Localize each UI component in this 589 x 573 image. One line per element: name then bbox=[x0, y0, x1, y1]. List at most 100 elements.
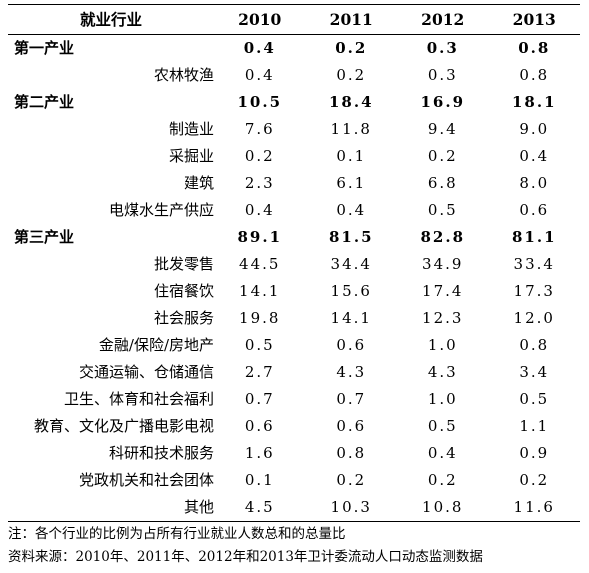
value-cell-2012: 0.5 bbox=[427, 417, 458, 435]
value-cell-2013: 18.1 bbox=[511, 93, 557, 111]
value-cell-2013: 12.0 bbox=[513, 309, 555, 327]
value-cell-2013: 33.4 bbox=[513, 255, 555, 273]
value-cell-2013: 8.0 bbox=[519, 174, 550, 192]
header-industry: 就业行业 bbox=[8, 4, 214, 35]
header-year-2011: 2011 bbox=[305, 4, 397, 35]
value-cell-2010: 14.1 bbox=[239, 282, 281, 300]
industry-name: 其他 bbox=[8, 494, 214, 522]
value-cell-2012: 34.9 bbox=[422, 255, 464, 273]
value-cell-2011: 81.5 bbox=[328, 228, 374, 246]
value-cell-2010: 0.6 bbox=[244, 417, 275, 435]
table-row: 交通运输、仓储通信 2.7 4.3 4.3 3.4 bbox=[8, 359, 580, 386]
sector-row: 第三产业 89.1 81.5 82.8 81.1 bbox=[8, 224, 580, 251]
value-cell-2011: 0.2 bbox=[336, 471, 367, 489]
value-cell-2012: 12.3 bbox=[422, 309, 464, 327]
value-cell-2011: 0.6 bbox=[336, 417, 367, 435]
table-row: 其他 4.5 10.3 10.8 11.6 bbox=[8, 494, 580, 522]
value-cell-2013: 0.8 bbox=[518, 39, 551, 57]
value-cell-2013: 3.4 bbox=[519, 363, 550, 381]
value-cell-2013: 81.1 bbox=[511, 228, 557, 246]
industry-name: 制造业 bbox=[168, 120, 214, 138]
value-cell-2012: 4.3 bbox=[427, 363, 458, 381]
header-year-2012: 2012 bbox=[397, 4, 489, 35]
value-cell-2013: 17.3 bbox=[513, 282, 555, 300]
value-cell-2012: 0.3 bbox=[427, 66, 458, 84]
value-cell-2010: 1.6 bbox=[244, 444, 275, 462]
sector-name: 第三产业 bbox=[14, 228, 75, 246]
value-cell-2011: 0.2 bbox=[336, 66, 367, 84]
table-body: 第一产业 0.4 0.2 0.3 0.8 农林牧渔 0.4 0.2 0.3 0.8 第二产业 10.5… bbox=[8, 35, 580, 522]
value-cell-2011: 4.3 bbox=[336, 363, 367, 381]
employment-industry-table: 就业行业 2010 2011 2012 2013 第一产业 0.4 0.2 0.3 0.… bbox=[8, 4, 580, 522]
industry-name: 批发零售 bbox=[153, 255, 214, 273]
value-cell-2012: 1.0 bbox=[427, 390, 458, 408]
value-cell-2011: 0.8 bbox=[336, 444, 367, 462]
industry-name: 教育、文化及广播电影电视 bbox=[33, 417, 214, 435]
value-cell-2012: 9.4 bbox=[427, 120, 458, 138]
industry-name: 科研和技术服务 bbox=[108, 444, 214, 462]
table-row: 采掘业 0.2 0.1 0.2 0.4 bbox=[8, 143, 580, 170]
value-cell-2011: 18.4 bbox=[328, 93, 374, 111]
table-row: 电煤水生产供应 0.4 0.4 0.5 0.6 bbox=[8, 197, 580, 224]
industry-name: 住宿餐饮 bbox=[153, 282, 214, 300]
table-row: 制造业 7.6 11.8 9.4 9.0 bbox=[8, 116, 580, 143]
value-cell-2012: 10.8 bbox=[397, 494, 489, 522]
value-cell-2012: 6.8 bbox=[427, 174, 458, 192]
industry-name: 建筑 bbox=[183, 174, 214, 192]
table-header: 就业行业 2010 2011 2012 2013 bbox=[8, 4, 580, 35]
industry-name: 卫生、体育和社会福利 bbox=[63, 390, 214, 408]
value-cell-2011: 0.2 bbox=[335, 39, 368, 57]
value-cell-2013: 1.1 bbox=[519, 417, 550, 435]
value-cell-2010: 89.1 bbox=[237, 228, 283, 246]
value-cell-2012: 0.3 bbox=[426, 39, 459, 57]
value-cell-2010: 0.1 bbox=[244, 471, 275, 489]
value-cell-2013: 11.6 bbox=[488, 494, 580, 522]
table-row: 建筑 2.3 6.1 6.8 8.0 bbox=[8, 170, 580, 197]
value-cell-2011: 0.4 bbox=[336, 201, 367, 219]
value-cell-2012: 0.4 bbox=[427, 444, 458, 462]
note-text: 注：各个行业的比例为占所有行业就业人数总和的总量比 bbox=[8, 526, 346, 542]
table-row: 党政机关和社会团体 0.1 0.2 0.2 0.2 bbox=[8, 467, 580, 494]
value-cell-2013: 0.4 bbox=[519, 147, 550, 165]
industry-name: 电煤水生产供应 bbox=[108, 201, 214, 219]
value-cell-2010: 0.2 bbox=[244, 147, 275, 165]
value-cell-2011: 6.1 bbox=[336, 174, 367, 192]
header-year-2013: 2013 bbox=[488, 4, 580, 35]
value-cell-2010: 44.5 bbox=[239, 255, 281, 273]
value-cell-2010: 2.7 bbox=[244, 363, 275, 381]
value-cell-2010: 7.6 bbox=[244, 120, 275, 138]
value-cell-2010: 0.4 bbox=[244, 201, 275, 219]
value-cell-2011: 34.4 bbox=[330, 255, 372, 273]
value-cell-2011: 11.8 bbox=[330, 120, 372, 138]
value-cell-2012: 1.0 bbox=[427, 336, 458, 354]
table-notes: 注：各个行业的比例为占所有行业就业人数总和的总量比 资料来源：2010年、201… bbox=[8, 523, 583, 569]
value-cell-2013: 0.8 bbox=[519, 66, 550, 84]
sector-name: 第二产业 bbox=[14, 93, 75, 111]
table-row: 农林牧渔 0.4 0.2 0.3 0.8 bbox=[8, 62, 580, 89]
industry-name: 采掘业 bbox=[168, 147, 214, 165]
table-row: 金融/保险/房地产 0.5 0.6 1.0 0.8 bbox=[8, 332, 580, 359]
value-cell-2013: 0.8 bbox=[519, 336, 550, 354]
source-text: 资料来源：2010年、2011年、2012年和2013年卫计委流动人口动态监测数… bbox=[8, 549, 483, 565]
value-cell-2011: 15.6 bbox=[330, 282, 372, 300]
value-cell-2013: 0.6 bbox=[519, 201, 550, 219]
table-row: 批发零售 44.5 34.4 34.9 33.4 bbox=[8, 251, 580, 278]
value-cell-2013: 9.0 bbox=[519, 120, 550, 138]
value-cell-2010: 0.4 bbox=[244, 66, 275, 84]
value-cell-2010: 0.7 bbox=[244, 390, 275, 408]
table-row: 住宿餐饮 14.1 15.6 17.4 17.3 bbox=[8, 278, 580, 305]
value-cell-2010: 0.4 bbox=[243, 39, 276, 57]
industry-name: 党政机关和社会团体 bbox=[78, 471, 214, 489]
sector-name: 第一产业 bbox=[14, 39, 75, 57]
sector-row: 第二产业 10.5 18.4 16.9 18.1 bbox=[8, 89, 580, 116]
value-cell-2012: 0.5 bbox=[427, 201, 458, 219]
value-cell-2013: 0.5 bbox=[519, 390, 550, 408]
industry-name: 金融/保险/房地产 bbox=[98, 336, 214, 354]
industry-name: 农林牧渔 bbox=[153, 66, 214, 84]
table-row: 科研和技术服务 1.6 0.8 0.4 0.9 bbox=[8, 440, 580, 467]
value-cell-2011: 0.6 bbox=[336, 336, 367, 354]
sector-row: 第一产业 0.4 0.2 0.3 0.8 bbox=[8, 35, 580, 63]
industry-name: 社会服务 bbox=[153, 309, 214, 327]
value-cell-2011: 0.7 bbox=[336, 390, 367, 408]
